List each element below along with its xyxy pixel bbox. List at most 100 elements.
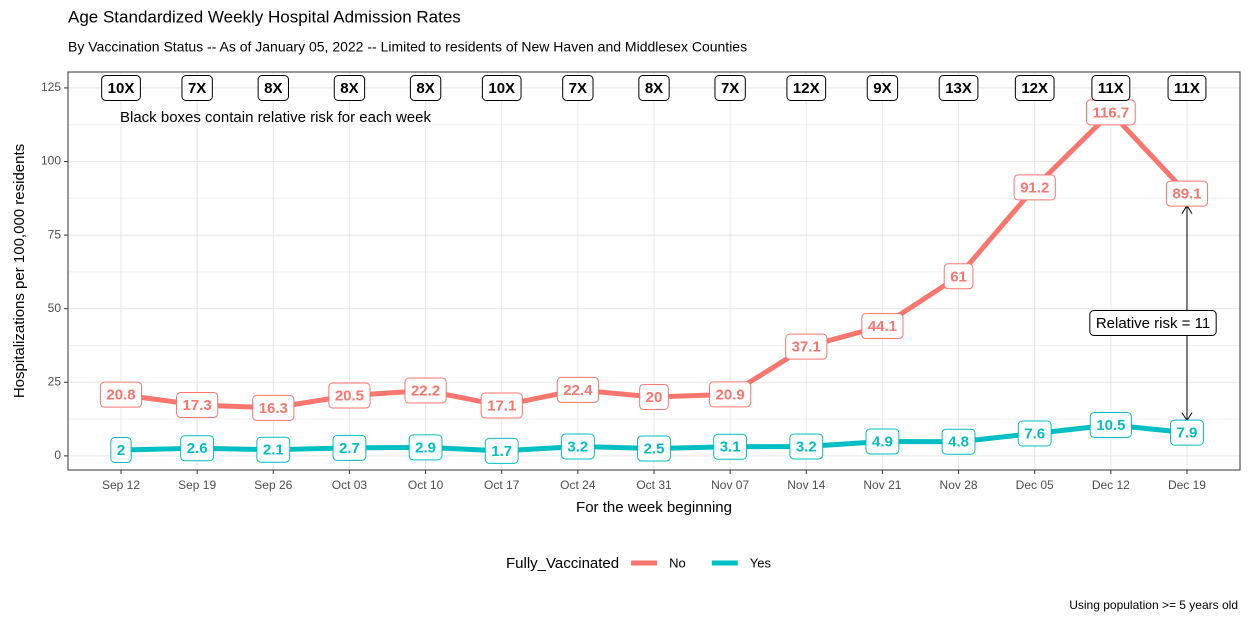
- data-label: 22.2: [411, 382, 440, 399]
- risk-label: 9X: [873, 80, 891, 97]
- x-tick-label: Nov 14: [787, 478, 825, 492]
- x-tick-label: Oct 31: [636, 478, 672, 492]
- data-label-group: 20: [639, 383, 669, 410]
- data-label-group: 116.7: [1085, 99, 1136, 126]
- legend-label: Yes: [750, 555, 772, 570]
- data-label-box: [252, 394, 295, 421]
- risk-label-box: [786, 75, 827, 101]
- risk-label-group: 12X: [1014, 75, 1055, 101]
- risk-label-group: 7X: [562, 75, 594, 101]
- x-tick-label: Oct 24: [560, 478, 596, 492]
- x-tick-label: Dec 05: [1016, 478, 1054, 492]
- data-label: 20: [646, 389, 663, 406]
- legend-title: Fully_Vaccinated: [506, 555, 619, 572]
- annotation-box-label-group: Relative risk = 11: [1089, 310, 1217, 336]
- data-label: 17.3: [183, 397, 212, 414]
- risk-label-box: [562, 75, 594, 101]
- data-label-box: [709, 381, 752, 408]
- annotation-box-label: Relative risk = 11: [1096, 315, 1210, 332]
- data-label-box: [1089, 411, 1132, 438]
- risk-label-box: [638, 75, 670, 101]
- data-label: 10.5: [1096, 417, 1125, 434]
- risk-label: 11X: [1098, 80, 1124, 97]
- data-label-group: 91.2: [1013, 174, 1056, 201]
- data-label-group: 17.3: [176, 391, 219, 418]
- risk-label: 12X: [793, 80, 820, 97]
- data-label: 20.8: [106, 387, 135, 404]
- risk-label-group: 8X: [409, 75, 442, 101]
- data-label-box: [1165, 180, 1209, 207]
- data-label-group: 2.1: [256, 436, 291, 463]
- data-label-box: [484, 437, 519, 464]
- x-tick-label: Sep 26: [254, 478, 292, 492]
- data-label-group: 89.1: [1165, 180, 1209, 207]
- risk-label: 10X: [108, 80, 135, 97]
- risk-label: 8X: [416, 80, 434, 97]
- x-tick-label: Oct 17: [484, 478, 520, 492]
- risk-label-box: [1014, 75, 1055, 101]
- data-label-box: [1013, 174, 1056, 201]
- risk-label-box: [409, 75, 442, 101]
- data-label-group: 16.3: [252, 394, 295, 421]
- data-label-group: 4.9: [865, 428, 900, 455]
- data-label-box: [941, 428, 976, 455]
- data-label-box: [943, 263, 974, 290]
- data-label-box: [637, 435, 671, 462]
- x-tick-label: Dec 12: [1092, 478, 1130, 492]
- data-label-box: [789, 433, 824, 460]
- data-label: 91.2: [1020, 179, 1049, 196]
- data-label-box: [785, 333, 828, 360]
- chart-subtitle: By Vaccination Status -- As of January 0…: [68, 39, 747, 55]
- x-axis-label: For the week beginning: [576, 499, 732, 516]
- risk-label-group: 11X: [1091, 75, 1131, 101]
- data-label: 20.9: [716, 386, 745, 403]
- risk-label-box: [257, 75, 289, 101]
- data-label: 20.5: [335, 387, 364, 404]
- data-label: 89.1: [1172, 186, 1201, 203]
- y-tick-label: 50: [48, 301, 62, 315]
- data-label-box: [328, 382, 371, 409]
- y-tick-label: 75: [48, 227, 62, 241]
- data-label-group: 17.1: [480, 392, 523, 419]
- risk-label-box: [714, 75, 746, 101]
- risk-label-group: 7X: [714, 75, 746, 101]
- risk-label-box: [481, 75, 522, 101]
- x-tick-label: Oct 03: [332, 478, 368, 492]
- y-tick-label: 100: [41, 154, 61, 168]
- caption: Using population >= 5 years old: [1069, 598, 1238, 612]
- risk-label: 7X: [188, 80, 206, 97]
- x-tick-label: Nov 07: [711, 478, 749, 492]
- data-label-box: [560, 433, 595, 460]
- data-label-box: [1017, 420, 1052, 447]
- data-label: 2.5: [644, 440, 665, 457]
- data-label-group: 4.8: [941, 428, 976, 455]
- data-label-group: 3.2: [789, 433, 824, 460]
- x-tick-label: Sep 19: [178, 478, 216, 492]
- data-label-box: [639, 383, 669, 410]
- data-label: 16.3: [259, 400, 288, 417]
- data-label-group: 22.4: [556, 376, 599, 403]
- x-tick-label: Nov 28: [940, 478, 978, 492]
- legend-label: No: [669, 555, 686, 570]
- risk-label: 11X: [1174, 80, 1200, 97]
- data-label-box: [1170, 419, 1204, 446]
- data-label-group: 2.9: [408, 434, 443, 461]
- risk-label: 8X: [264, 80, 282, 97]
- data-label: 37.1: [792, 339, 821, 356]
- data-label-group: 44.1: [861, 313, 904, 340]
- data-label-box: [480, 392, 523, 419]
- data-label-group: 2.6: [180, 435, 215, 462]
- data-label: 3.2: [567, 438, 588, 455]
- data-label-group: 7.6: [1017, 420, 1052, 447]
- plot-border: [67, 71, 1241, 471]
- risk-label-box: [938, 75, 979, 101]
- data-label-group: 7.9: [1170, 419, 1204, 446]
- data-label: 17.1: [487, 397, 516, 414]
- x-tick-label: Oct 10: [408, 478, 444, 492]
- risk-label: 7X: [569, 80, 587, 97]
- data-label: 2.1: [263, 442, 284, 459]
- risk-label-group: 9X: [866, 75, 899, 101]
- data-label-group: 1.7: [484, 437, 519, 464]
- risk-label: 8X: [340, 80, 358, 97]
